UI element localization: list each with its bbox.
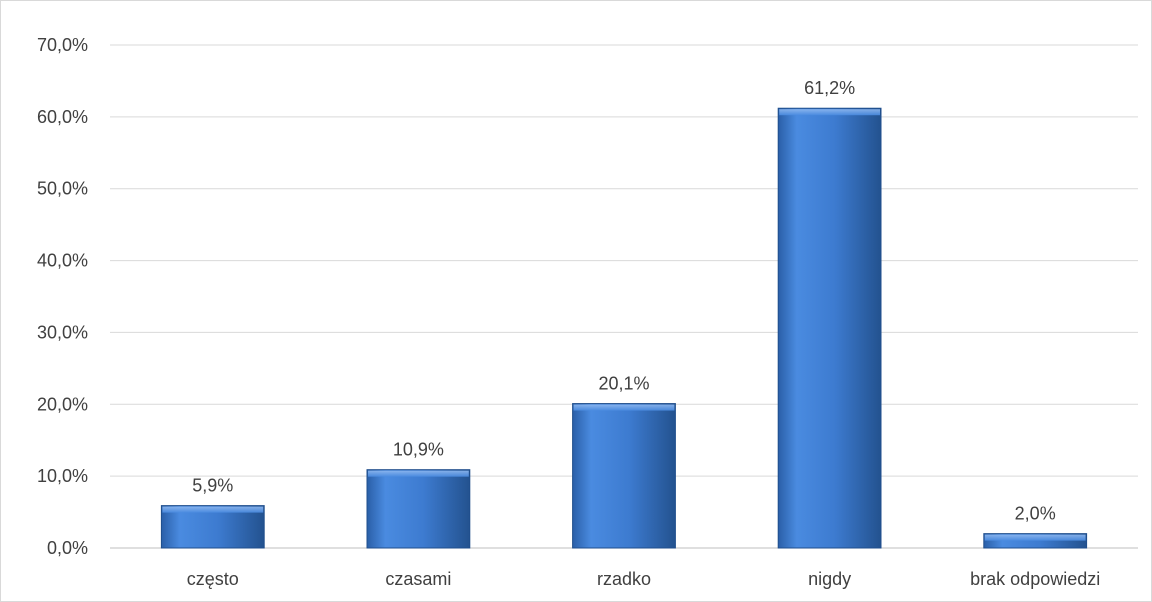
y-tick-label: 0,0% — [47, 538, 88, 558]
bar-highlight — [368, 470, 469, 477]
data-label: 10,9% — [393, 440, 444, 460]
data-label: 5,9% — [192, 476, 233, 496]
data-label: 2,0% — [1015, 504, 1056, 524]
x-category-label: rzadko — [597, 569, 651, 589]
x-category-label: często — [187, 569, 239, 589]
x-category-label: nigdy — [808, 569, 851, 589]
gridlines — [110, 44, 1138, 549]
y-axis-ticks: 0,0% 10,0% 20,0% 30,0% 40,0% 50,0% 60,0% 70,0% — [37, 35, 88, 558]
data-label: 61,2% — [804, 78, 855, 98]
data-labels: 5,9% 10,9% 20,1% 61,2% 2,0% — [192, 78, 1055, 523]
bar — [572, 403, 676, 549]
y-tick-label: 50,0% — [37, 179, 88, 199]
x-category-label: czasami — [385, 569, 451, 589]
bar-highlight — [779, 109, 880, 116]
bars — [160, 107, 1088, 549]
bar — [160, 505, 265, 549]
bar-highlight — [984, 534, 1086, 541]
x-axis-categories: często czasami rzadko nigdy brak odpowiedzi — [187, 569, 1100, 589]
y-tick-label: 70,0% — [37, 35, 88, 55]
data-label: 20,1% — [598, 374, 649, 394]
bar — [777, 107, 882, 549]
x-category-label: brak odpowiedzi — [970, 569, 1100, 589]
bar — [366, 469, 471, 549]
bar-highlight — [573, 404, 675, 411]
bar-highlight — [162, 506, 264, 513]
y-tick-label: 20,0% — [37, 394, 88, 414]
y-tick-label: 60,0% — [37, 107, 88, 127]
y-tick-label: 40,0% — [37, 251, 88, 271]
y-tick-label: 10,0% — [37, 466, 88, 486]
y-tick-label: 30,0% — [37, 322, 88, 342]
